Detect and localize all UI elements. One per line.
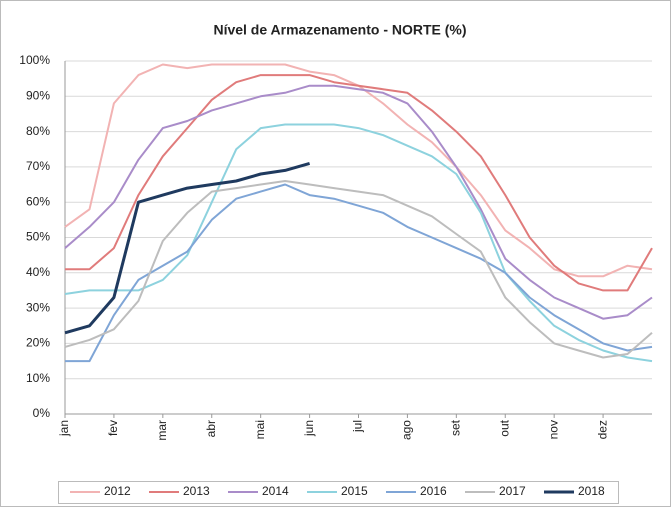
legend-label: 2018	[578, 484, 605, 498]
y-tick-label: 80%	[26, 124, 50, 138]
x-tick-label: mar	[155, 420, 169, 441]
y-tick-label: 0%	[33, 406, 51, 420]
x-tick-label: set	[449, 419, 463, 436]
y-tick-label: 40%	[26, 265, 50, 279]
y-tick-label: 100%	[19, 53, 50, 67]
series-line	[64, 180, 653, 359]
x-tick-label: dez	[595, 420, 609, 439]
x-tick-label: nov	[546, 420, 560, 439]
legend-label: 2015	[341, 484, 368, 498]
legend-label: 2012	[104, 484, 131, 498]
chart-title: Nível de Armazenamento - NORTE (%)	[213, 22, 466, 38]
x-tick-label: abr	[204, 420, 218, 437]
x-tick-label: jan	[57, 420, 71, 437]
series-line	[64, 84, 653, 320]
x-tick-label: ago	[400, 420, 414, 440]
x-tick-label: out	[497, 419, 511, 436]
x-tick-label: jun	[302, 420, 316, 437]
legend-frame	[58, 481, 619, 504]
y-tick-label: 60%	[26, 194, 50, 208]
x-tick-label: mai	[253, 420, 267, 439]
legend-label: 2016	[420, 484, 447, 498]
legend-label: 2013	[183, 484, 210, 498]
y-tick-label: 30%	[26, 300, 50, 314]
y-tick-label: 50%	[26, 230, 50, 244]
y-tick-label: 70%	[26, 159, 50, 173]
series-line	[65, 183, 653, 363]
series-line	[64, 161, 311, 335]
y-tick-label: 20%	[26, 336, 50, 350]
x-tick-label: fev	[106, 420, 120, 436]
series-line	[65, 74, 653, 292]
x-tick-label: jul	[351, 420, 365, 433]
y-tick-label: 10%	[26, 371, 50, 385]
series-line	[64, 123, 653, 363]
legend-label: 2017	[499, 484, 526, 498]
legend-label: 2014	[262, 484, 289, 498]
y-tick-label: 90%	[26, 88, 50, 102]
